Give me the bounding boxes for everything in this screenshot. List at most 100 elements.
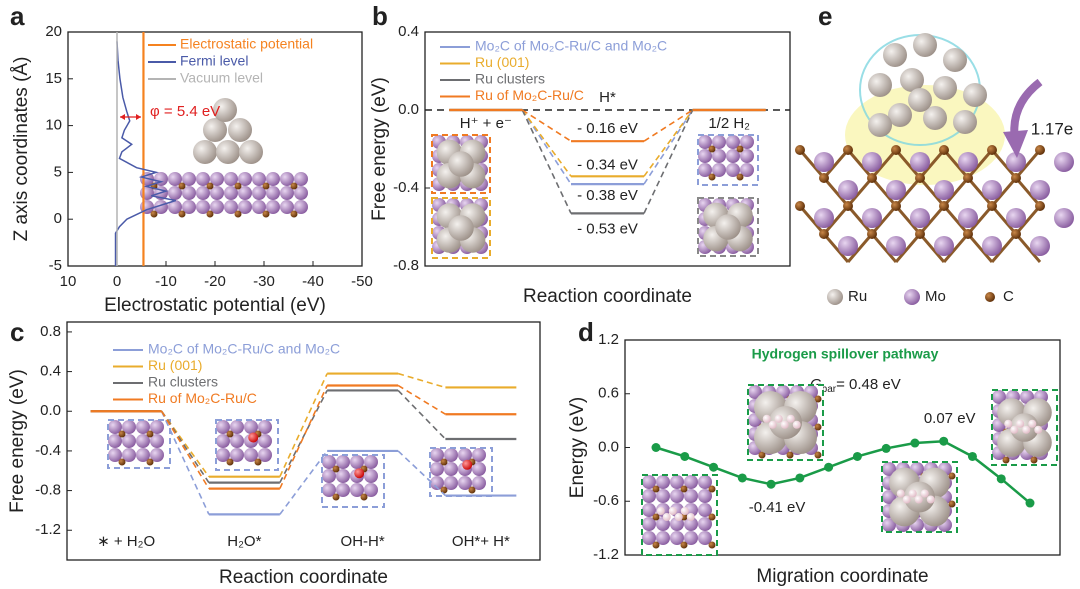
connector [397, 372, 446, 389]
atom [448, 151, 474, 177]
legend-label: Vacuum level [180, 70, 263, 86]
category-label: H⁺ + e⁻ [460, 115, 512, 132]
point [996, 474, 1006, 484]
atom [1035, 201, 1045, 211]
atom [364, 483, 378, 497]
atom [985, 292, 995, 302]
atom [193, 140, 217, 164]
atom [462, 459, 473, 470]
atom [838, 180, 858, 200]
y-axis-title: Energy (eV) [567, 397, 588, 498]
connector [521, 109, 572, 214]
atom [698, 149, 712, 163]
atom [182, 200, 196, 214]
atom [908, 88, 932, 112]
point [680, 451, 690, 461]
atom [258, 420, 272, 434]
x-tick-label: -30 [253, 273, 275, 290]
atom [948, 472, 956, 480]
y-tick-label: -1.2 [35, 521, 61, 538]
y-axis-title: Free energy (eV) [7, 369, 28, 513]
bond [870, 205, 898, 235]
charge-label: 1.17e [1031, 119, 1074, 138]
point [766, 479, 776, 489]
atom [814, 423, 822, 431]
bond [966, 149, 994, 179]
atom [332, 465, 340, 473]
atom [948, 500, 956, 508]
connector [521, 109, 572, 142]
atom [698, 135, 712, 149]
atom [963, 173, 973, 183]
atom [915, 229, 925, 239]
chart-title: Hydrogen spillover pathway [752, 346, 939, 362]
y-tick-label: 0.6 [598, 385, 619, 402]
bond [942, 177, 970, 207]
atom [444, 476, 458, 490]
atom [336, 455, 350, 469]
atom [780, 420, 789, 429]
atom [712, 135, 726, 149]
atom [178, 182, 186, 190]
bond [918, 233, 946, 263]
atom [904, 289, 920, 305]
atom [440, 458, 448, 466]
y-tick-label: 0.4 [398, 23, 419, 40]
atom [230, 434, 244, 448]
atom [740, 135, 754, 149]
atom [680, 541, 688, 549]
y-axis-title: Z axis coordinates (Å) [11, 57, 32, 242]
bond [990, 177, 1018, 207]
legend-label: Ru clusters [475, 71, 545, 87]
atom [210, 200, 224, 214]
atom [762, 414, 771, 423]
atom [350, 455, 364, 469]
atom [1011, 229, 1021, 239]
point [967, 451, 977, 461]
atom [122, 420, 136, 434]
atom [258, 434, 272, 448]
legend-label: Ru clusters [148, 374, 218, 390]
atom [686, 513, 695, 521]
atom [1028, 419, 1037, 428]
model-frame [321, 454, 385, 508]
legend-label: Electrostatic potential [180, 36, 313, 52]
atom [867, 229, 877, 239]
legend-label: Mo [925, 288, 946, 305]
atom [862, 208, 882, 228]
atom [1004, 419, 1013, 428]
atom [290, 182, 298, 190]
atom [206, 182, 214, 190]
atom [838, 236, 858, 256]
bond [1014, 205, 1042, 235]
y-tick-label: 0.4 [40, 363, 61, 380]
atom [891, 201, 901, 211]
atom [652, 485, 660, 493]
model-frame [107, 419, 171, 469]
atom [238, 172, 252, 186]
atom [902, 495, 911, 504]
bond [870, 233, 898, 263]
atom [1006, 208, 1026, 228]
atom [642, 531, 656, 545]
atom [882, 462, 896, 476]
atom [254, 458, 262, 466]
x-tick-label: -50 [351, 273, 373, 290]
bond [1014, 177, 1042, 207]
legend-label: Mo₂C of Mo₂C-Ru/C and Mo₂C [148, 341, 340, 357]
atom [266, 200, 280, 214]
atom [430, 476, 444, 490]
atom [234, 210, 242, 218]
atom [882, 490, 896, 504]
bond [918, 149, 946, 179]
atom [670, 531, 684, 545]
bond [894, 233, 922, 263]
atom [943, 48, 967, 72]
atom [224, 186, 238, 200]
atom [736, 173, 744, 181]
panel-label: d [578, 317, 594, 347]
atom [216, 448, 230, 462]
barrier-subscript: bar [822, 384, 837, 395]
point [651, 443, 661, 452]
